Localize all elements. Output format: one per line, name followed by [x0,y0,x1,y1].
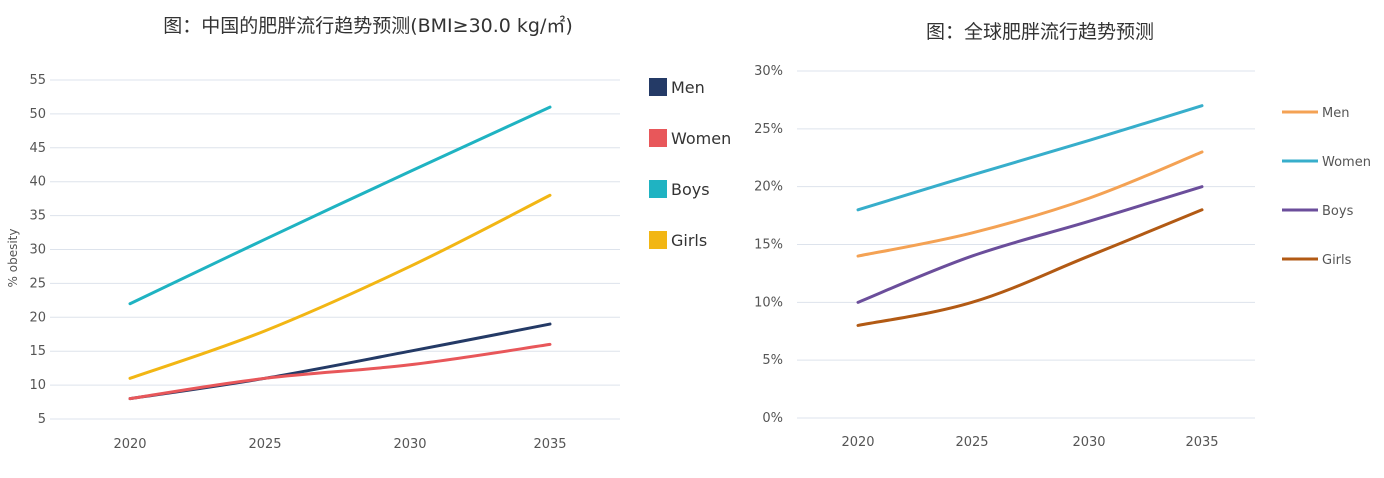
chart-china-series-women-line [128,342,552,401]
chart-global-title: 图：全球肥胖流行趋势预测 [926,21,1154,43]
chart-global-series-girls-line [856,208,1204,327]
chart-global-legend-label-girls: Girls [1322,253,1352,268]
chart-china-y-tick-label: 5 [38,412,46,427]
chart-china-legend-label-boys: Boys [671,180,710,199]
chart-global-series-men-line [856,150,1204,258]
chart-global: 图：全球肥胖流行趋势预测 0% 5% 10% 15% 20% 25% 30% 2020 202… [754,21,1371,450]
chart-global-y-tick-label: 30% [754,64,783,79]
chart-china-legend-swatch-women [649,129,667,147]
chart-china-x-tick-label: 2020 [113,437,146,452]
chart-china-x-tick-label: 2025 [248,437,281,452]
chart-china-series-girls-line [128,193,552,380]
chart-global-y-tick-label: 20% [754,180,783,195]
chart-china-legend-swatch-men [649,78,667,96]
chart-global-series-boys-line [856,185,1204,304]
chart-china-y-tick-label: 45 [29,141,46,156]
chart-china-x-tick-label: 2030 [393,437,426,452]
chart-china-series-boys-line [128,105,552,306]
chart-global-legend-label-boys: Boys [1322,204,1354,219]
chart-china-y-tick-label: 20 [29,310,46,325]
chart-china-y-tick-label: 10 [29,378,46,393]
chart-global-x-tick-label: 2030 [1072,435,1105,450]
chart-china-y-tick-label: 15 [29,344,46,359]
chart-global-legend-label-women: Women [1322,155,1371,170]
chart-china-title: 图：中国的肥胖流行趋势预测(BMI≥30.0 kg/㎡) [163,14,573,37]
chart-china-y-axis-label: % obesity [6,229,20,288]
chart-global-x-tick-label: 2025 [955,435,988,450]
chart-global-series-women-line [856,104,1204,212]
chart-global-y-tick-label: 0% [762,411,783,426]
chart-china: 图：中国的肥胖流行趋势预测(BMI≥30.0 kg/㎡) % obesity 5… [6,14,731,452]
chart-global-y-tick-label: 15% [754,238,783,253]
chart-china-legend-label-women: Women [671,129,731,148]
chart-china-legend-swatch-girls [649,231,667,249]
chart-china-y-tick-label: 55 [29,73,46,88]
chart-china-y-tick-label: 25 [29,276,46,291]
chart-china-legend-label-men: Men [671,78,705,97]
chart-china-y-tick-label: 35 [29,209,46,224]
chart-china-legend-swatch-boys [649,180,667,198]
chart-global-x-tick-label: 2035 [1185,435,1218,450]
chart-china-y-tick-label: 50 [29,107,46,122]
chart-china-y-tick-label: 30 [29,243,46,258]
chart-global-y-tick-label: 10% [754,295,783,310]
chart-global-y-tick-label: 25% [754,122,783,137]
chart-global-y-tick-label: 5% [762,353,783,368]
chart-global-legend-label-men: Men [1322,106,1349,121]
chart-china-x-tick-label: 2035 [533,437,566,452]
chart-global-x-tick-label: 2020 [841,435,874,450]
chart-china-legend-label-girls: Girls [671,231,707,250]
chart-china-y-tick-label: 40 [29,175,46,190]
